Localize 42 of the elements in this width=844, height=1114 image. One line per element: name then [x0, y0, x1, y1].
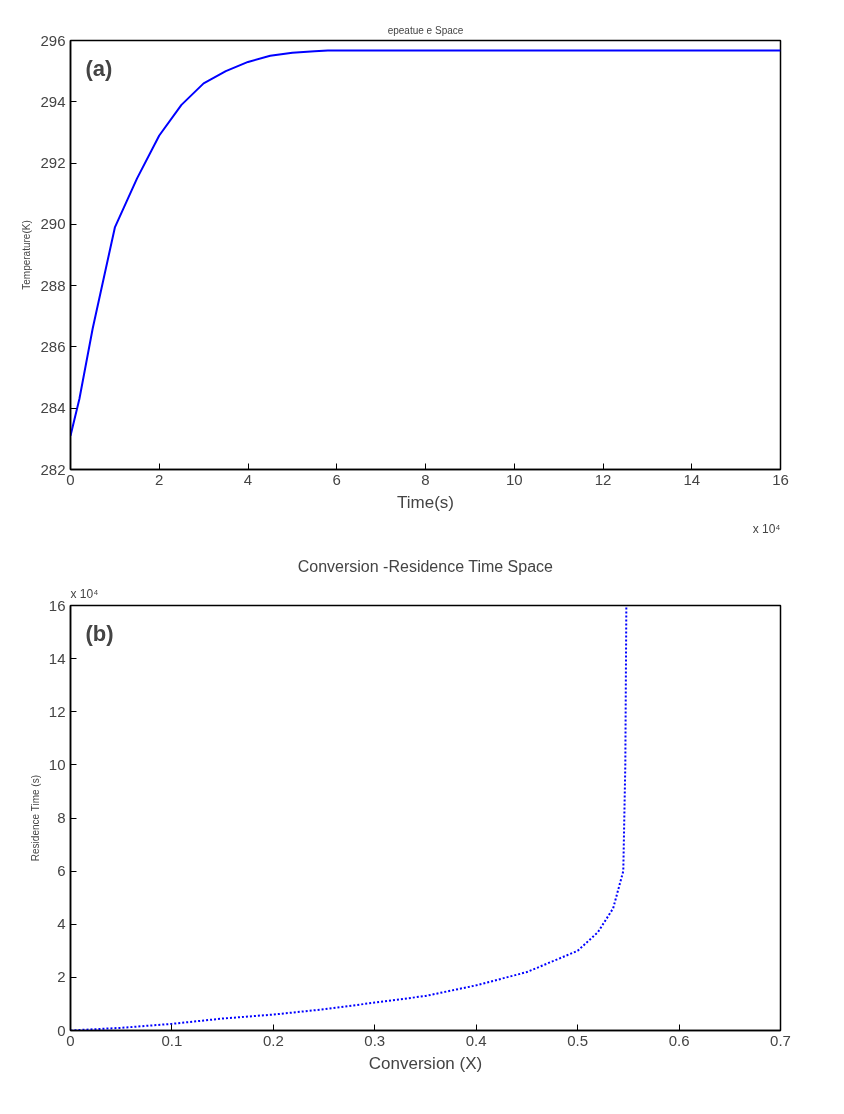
x-tick-label: 0.5	[567, 1031, 589, 1049]
text: x 10⁴	[70, 586, 99, 601]
line-series	[70, 49, 781, 437]
y-tick-label: 12	[48, 702, 66, 720]
x-tick-label: 0.3	[364, 1031, 386, 1049]
chart-title: Conversion -Residence Time Space	[297, 557, 554, 575]
y-tick-label: 282	[40, 460, 66, 478]
text: x 10⁴	[752, 521, 781, 536]
annotation: (a)	[85, 55, 113, 81]
y-tick-label: 284	[40, 399, 66, 417]
y-axis-title: Residence Time (s)	[29, 775, 41, 862]
x-tick-label: 0.1	[161, 1031, 183, 1049]
y-tick-label: 294	[40, 92, 66, 110]
y-tick-label: 10	[48, 755, 66, 773]
x-tick-label: 0.4	[465, 1031, 487, 1049]
y-tick-label: 292	[40, 154, 66, 172]
x-tick-label: 16	[772, 470, 789, 488]
x-tick-label: 0.2	[262, 1031, 284, 1049]
y-tick-label: 14	[48, 649, 66, 667]
y-tick-label: 296	[40, 31, 66, 49]
y-tick-label: 8	[57, 809, 66, 826]
x-tick-label: 14	[683, 470, 701, 488]
y-axis-title: Temperature(K)	[21, 220, 33, 290]
y-tick-label: 288	[40, 276, 66, 294]
x-axis-title: Conversion (X)	[368, 1053, 483, 1073]
y-tick-label: 290	[40, 215, 66, 233]
y-tick-label: 4	[57, 915, 66, 933]
x-tick-label: 12	[594, 470, 612, 488]
x-tick-label: 2	[155, 470, 164, 488]
x-tick-label: 4	[243, 470, 253, 488]
annotation: (b)	[85, 620, 114, 646]
x-tick-label: 10	[505, 470, 523, 488]
y-tick-label: 6	[57, 862, 66, 880]
chart-title: epeatue e Space	[387, 24, 464, 36]
x-tick-label: 6	[332, 470, 341, 488]
y-tick-label: 2	[57, 968, 66, 986]
x-axis-title: Time(s)	[397, 492, 454, 512]
x-tick-label: 0.6	[668, 1031, 690, 1049]
x-tick-label: 8	[421, 470, 430, 488]
y-tick-label: 16	[48, 596, 66, 614]
x-tick-label: 0.7	[770, 1031, 791, 1049]
y-tick-label: 286	[40, 337, 66, 355]
